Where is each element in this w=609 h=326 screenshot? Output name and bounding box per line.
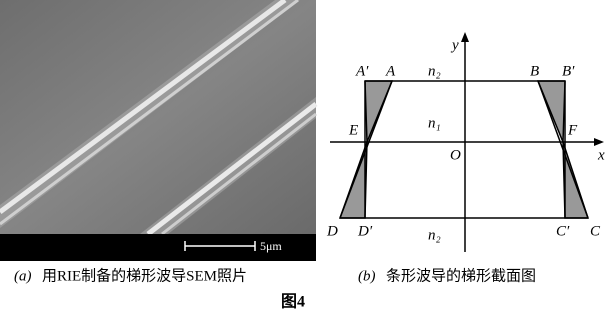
point-label: B′	[562, 63, 575, 79]
point-label: E	[348, 122, 358, 138]
caption-prefix: (a)	[14, 268, 32, 284]
point-label: D	[326, 223, 338, 239]
point-label: C′	[556, 223, 570, 239]
sem-image: 5μm	[0, 0, 316, 261]
point-label: F	[567, 122, 578, 138]
axis-label: x	[597, 147, 605, 163]
index-label: n₁	[428, 115, 441, 131]
figure: 5μm A′ A n₂ B B′ y n₁ E F O x D D′ n₂ C′…	[0, 0, 609, 321]
point-label: A′	[355, 63, 369, 79]
point-label: D′	[357, 223, 373, 239]
point-label: B	[530, 63, 539, 79]
index-label: n₂	[428, 63, 441, 79]
caption-prefix: (b)	[358, 268, 376, 284]
figure-label: 图4	[281, 293, 305, 311]
scale-label: 5μm	[260, 239, 282, 253]
point-label: A	[385, 63, 396, 79]
origin-label: O	[450, 147, 461, 163]
index-label: n₂	[428, 227, 441, 243]
caption: 用RIE制备的梯形波导SEM照片	[42, 267, 247, 284]
caption: 条形波导的梯形截面图	[386, 267, 536, 284]
axis-label: y	[450, 37, 459, 53]
point-label: C	[590, 223, 601, 239]
